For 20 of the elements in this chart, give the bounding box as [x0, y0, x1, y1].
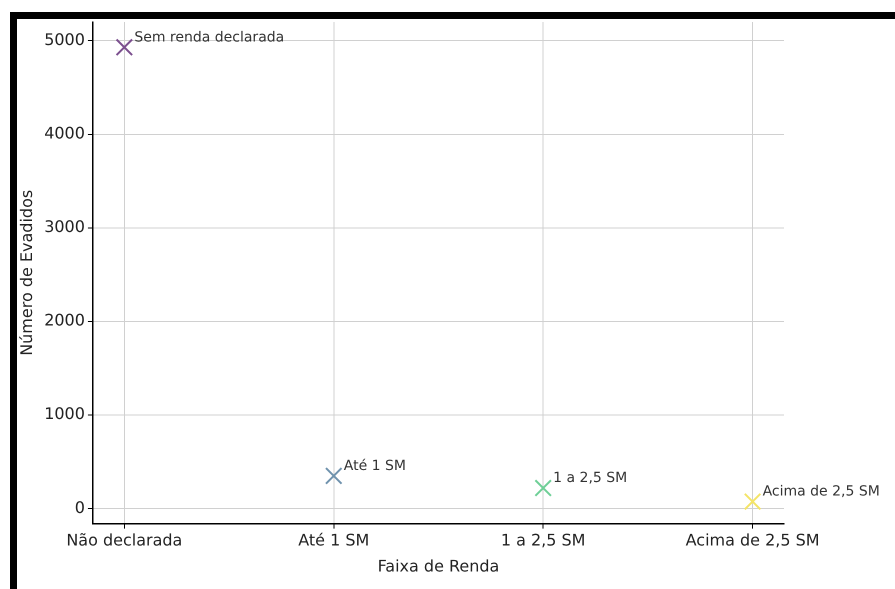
- point: [534, 479, 552, 497]
- point: [744, 492, 762, 510]
- x-tick-label: 1 a 2,5 SM: [500, 530, 586, 550]
- point: [324, 467, 343, 485]
- y-tick-label: 0: [74, 498, 85, 517]
- y-tick-label: 2000: [44, 310, 85, 330]
- y-tick-label: 5000: [44, 30, 85, 49]
- y-tick-label: 1000: [44, 404, 85, 424]
- annotation: Até 1 SM: [344, 458, 406, 474]
- point: [116, 38, 134, 56]
- y-tick-label: 3000: [44, 217, 85, 236]
- y-axis-title: Número de Evadidos: [16, 190, 36, 356]
- x-tick-label: Até 1 SM: [298, 530, 370, 550]
- annotation: 1 a 2,5 SM: [553, 470, 628, 486]
- y-tick-label: 4000: [44, 123, 85, 142]
- x-tick-label: Não declarada: [66, 530, 182, 550]
- annotation: Sem renda declarada: [134, 29, 284, 46]
- x-tick-label: Acima de 2,5 SM: [686, 530, 820, 550]
- annotation: Acima de 2,5 SM: [762, 484, 880, 500]
- x-axis-title: Faixa de Renda: [378, 556, 500, 576]
